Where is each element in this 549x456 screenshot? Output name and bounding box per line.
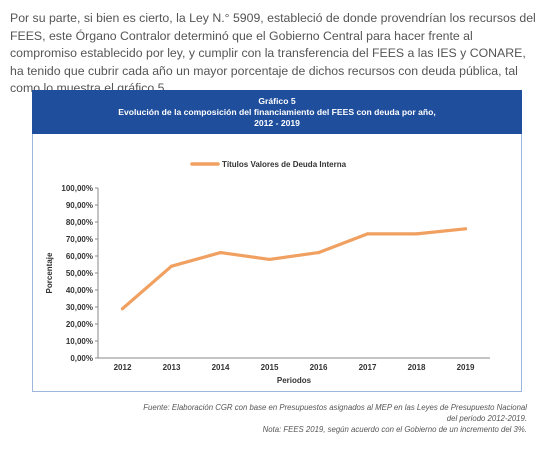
y-tick-label: 30,00%: [66, 303, 93, 312]
y-tick-label: 100,00%: [61, 184, 93, 193]
x-tick-label: 2015: [261, 363, 279, 372]
data-point: [169, 264, 174, 268]
source-line-1: Fuente: Elaboración CGR con base en Pres…: [143, 403, 527, 412]
series-line: [120, 227, 468, 311]
y-tick-label: 70,00%: [66, 235, 93, 244]
chart-subtitle-years: 2012 - 2019: [254, 118, 300, 128]
y-tick-label: 60,00%: [66, 252, 93, 261]
y-tick-label: 90,00%: [66, 201, 93, 210]
chart-subtitle: Evolución de la composición del financia…: [118, 107, 436, 117]
y-tick-label: 20,00%: [66, 320, 93, 329]
x-tick-label: 2013: [163, 363, 181, 372]
x-axis-label: Periodos: [277, 376, 312, 385]
y-tick-label: 0,00%: [70, 354, 93, 363]
data-point: [316, 251, 321, 255]
chart-frame: [32, 134, 522, 392]
x-tick-label: 2012: [114, 363, 132, 372]
y-tick-label: 80,00%: [66, 218, 93, 227]
x-tick-label: 2019: [457, 363, 475, 372]
data-point: [267, 257, 272, 261]
chart-title: Gráfico 5: [258, 96, 296, 106]
data-point: [414, 232, 419, 236]
chart-title-banner: Gráfico 5 Evolución de la composición de…: [32, 90, 522, 134]
legend-label: Títulos Valores de Deuda Interna: [222, 160, 347, 169]
data-point: [218, 251, 223, 255]
y-tick-label: 40,00%: [66, 286, 93, 295]
y-tick-label: 50,00%: [66, 269, 93, 278]
y-tick-label: 10,00%: [66, 337, 93, 346]
x-tick-label: 2016: [310, 363, 328, 372]
source-line-2: del periodo 2012-2019.: [446, 414, 527, 423]
source-note-line: Nota: FEES 2019, según acuerdo con el Go…: [262, 425, 527, 434]
x-tick-label: 2014: [212, 363, 230, 372]
intro-paragraph: Por su parte, si bien es cierto, la Ley …: [10, 11, 536, 95]
x-tick-label: 2017: [359, 363, 377, 372]
x-tick-label: 2018: [408, 363, 426, 372]
data-point: [120, 307, 125, 311]
data-point: [365, 232, 370, 236]
y-axis-label: Porcentaje: [45, 252, 54, 293]
source-note: Fuente: Elaboración CGR con base en Pres…: [27, 402, 527, 435]
data-point: [463, 227, 468, 231]
